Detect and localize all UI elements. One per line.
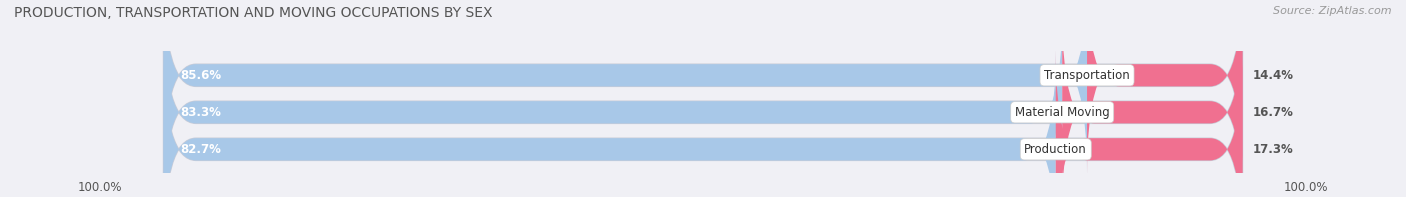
FancyBboxPatch shape [163,12,1243,197]
FancyBboxPatch shape [1062,12,1243,197]
FancyBboxPatch shape [1087,0,1243,175]
Text: 82.7%: 82.7% [180,143,221,156]
Text: 100.0%: 100.0% [1284,181,1329,194]
Text: Production: Production [1025,143,1087,156]
Text: PRODUCTION, TRANSPORTATION AND MOVING OCCUPATIONS BY SEX: PRODUCTION, TRANSPORTATION AND MOVING OC… [14,6,492,20]
FancyBboxPatch shape [163,0,1243,175]
FancyBboxPatch shape [163,49,1243,197]
Text: 14.4%: 14.4% [1253,69,1294,82]
FancyBboxPatch shape [1056,49,1243,197]
FancyBboxPatch shape [163,0,1087,175]
Text: 17.3%: 17.3% [1253,143,1294,156]
Text: Source: ZipAtlas.com: Source: ZipAtlas.com [1274,6,1392,16]
Text: 16.7%: 16.7% [1253,106,1294,119]
Text: Transportation: Transportation [1045,69,1130,82]
Text: 83.3%: 83.3% [180,106,221,119]
FancyBboxPatch shape [163,12,1062,197]
Text: Material Moving: Material Moving [1015,106,1109,119]
Text: 85.6%: 85.6% [180,69,221,82]
FancyBboxPatch shape [163,49,1056,197]
Text: 100.0%: 100.0% [77,181,122,194]
